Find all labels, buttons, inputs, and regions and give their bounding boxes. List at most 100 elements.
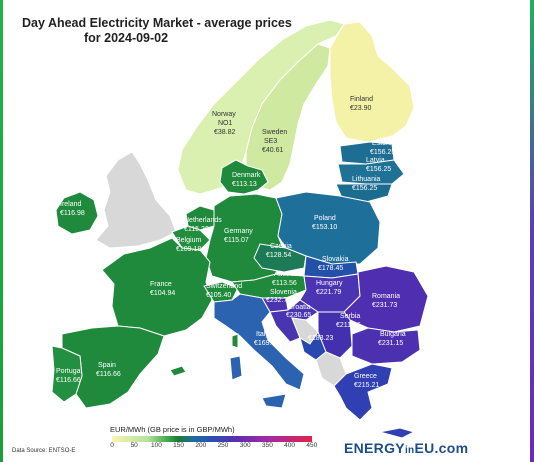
legend-tick: 0 [110,442,114,449]
slovakia-name: Slovakia [322,256,349,263]
austria-name: Austria [274,271,296,278]
romania-name: Romania [372,293,400,300]
label-portugal: Portugal €116.66 [56,368,83,384]
serbia-name: Serbia [340,313,360,320]
price-legend: EUR/MWh (GB price is in GBP/MWh) 0 50 10… [104,425,317,457]
region-great-britain [95,151,177,249]
denmark-name: Denmark [232,172,261,179]
region-sweden [245,43,331,191]
bulgaria-price: €231.15 [378,340,403,347]
legend-tick: 400 [284,442,296,449]
sweden-name: Sweden [262,129,287,136]
spain-name: Spain [98,362,116,369]
legend-tick: 250 [217,442,229,449]
legend-ticks: 0 50 100 150 200 250 300 350 400 450 [110,442,317,451]
region-france [101,237,213,337]
label-croatia: Croatia €230.65 [286,304,311,319]
hungary-name: Hungary [316,280,343,287]
latvia-name: Latvia [366,157,385,164]
label-germany: Germany €115.07 [224,228,253,244]
serbia-price: €211.36 [336,322,361,329]
norway-code: NO1 [218,120,233,127]
label-ireland: Ireland €116.98 [60,201,85,217]
greece-price: €215.21 [354,382,379,389]
croatia-price: €230.65 [286,312,311,319]
region-greece [333,363,393,421]
label-poland: Poland €153.10 [312,215,337,231]
region-balearic [169,365,187,377]
netherlands-name: Netherlands [184,217,222,224]
label-slovenia: Slovenia €232.77 [266,289,297,304]
czechia-name: Czehia [270,243,292,250]
brand-part-3: EU.com [414,440,469,456]
region-bulgaria [351,327,421,365]
region-poland [275,191,381,265]
germany-price: €115.07 [224,237,249,244]
right-accent-bar [530,0,534,462]
czechia-price: €128.54 [266,252,291,259]
lithuania-price: €156.25 [352,185,377,192]
label-montenegro: €183.23 [308,335,333,342]
label-france: France €104.94 [150,281,175,297]
portugal-name: Portugal [56,368,83,375]
austria-price: €113.56 [272,280,297,287]
legend-tick: 100 [150,442,162,449]
label-slovakia: Slovakia €178.45 [318,256,349,272]
bulgaria-name: Bulgaria [380,331,406,338]
map-title-line1: Day Ahead Electricity Market - average p… [22,16,292,30]
map-title-line2: for 2024-09-02 [84,31,169,45]
legend-tick: 450 [306,442,318,449]
netherlands-price: €115.26 [184,226,209,233]
france-name: France [150,281,172,288]
label-finland: Finland €23.90 [350,96,373,112]
label-estonia: Estonia €156.25 [370,140,395,156]
latvia-price: €156.25 [366,166,391,173]
spain-price: €116.66 [96,371,121,378]
region-latvia [337,159,405,185]
germany-name: Germany [224,228,253,235]
label-denmark: Denmark €113.13 [232,172,261,188]
region-portugal [51,345,83,403]
left-accent-bar [0,0,3,462]
legend-tick: 350 [261,442,273,449]
poland-price: €153.10 [312,224,337,231]
label-spain: Spain €116.66 [96,362,121,378]
label-netherlands: Netherlands €115.26 [184,217,222,233]
label-switzerland: Switzerland €105.40 [206,283,242,299]
belgium-name: Belgium [176,237,201,244]
region-crete [379,427,416,439]
switzerland-price: €105.40 [206,292,231,299]
sweden-code: SE3 [264,138,277,145]
label-austria: Austria €113.56 [272,271,297,287]
slovenia-name: Slovenia [270,289,297,296]
croatia-name: Croatia [288,304,311,311]
portugal-price: €116.66 [56,377,81,384]
map-title: Day Ahead Electricity Market - average p… [22,16,292,46]
label-greece: Greece €215.21 [354,373,379,389]
poland-name: Poland [314,215,336,222]
denmark-price: €113.13 [232,181,257,188]
france-price: €104.94 [150,290,175,297]
legend-tick: 50 [130,442,138,449]
region-czechia [253,243,307,273]
label-hungary: Hungary €221.79 [316,280,343,296]
region-sardinia [229,355,243,381]
legend-color-bar [112,436,312,442]
region-switzerland [203,281,239,303]
belgium-price: €109.18 [176,246,201,253]
italy-name: Italy [256,331,269,338]
estonia-name: Estonia [372,140,395,147]
region-italy [213,293,305,391]
label-sweden: Sweden SE3 €40.61 [262,129,287,154]
legend-title: EUR/MWh (GB price is in GBP/MWh) [110,425,235,434]
italy-price: €169.47 [254,340,279,347]
greece-name: Greece [354,373,377,380]
brand-part-2: in [404,445,415,456]
slovenia-price: €232.77 [266,297,291,304]
brand-logo[interactable]: ENERGYinEU.com [344,440,468,456]
region-sicily [261,393,287,409]
label-italy: Italy €169.47 [254,331,279,347]
norway-price: €38.82 [214,129,236,136]
